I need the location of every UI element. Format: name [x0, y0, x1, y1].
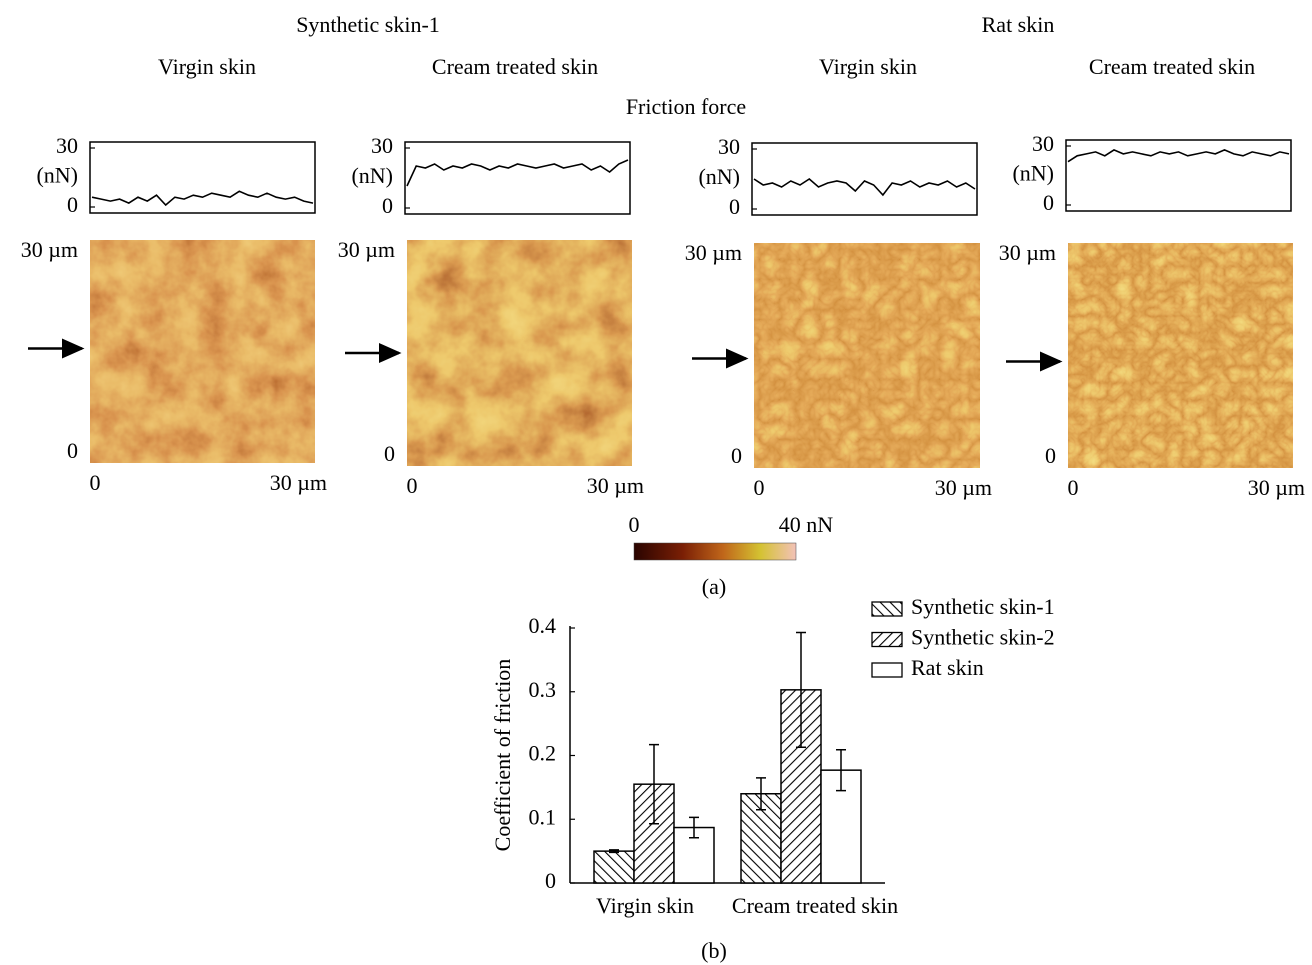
y-tick-label: 0	[729, 194, 740, 219]
friction-trace	[753, 178, 976, 197]
y-tick-label: 0.2	[529, 741, 557, 766]
trace-frame	[751, 142, 978, 216]
colorbar-label: 0	[629, 512, 640, 537]
afm-image	[754, 243, 980, 468]
legend-swatch	[871, 662, 903, 678]
legend-label: Synthetic skin-1	[911, 594, 1055, 619]
trace-frame	[404, 141, 631, 215]
legend-swatch	[871, 601, 903, 617]
y-tick-label: 0.3	[529, 677, 557, 702]
error-bar	[836, 749, 846, 792]
afm-image	[407, 240, 632, 466]
x-tick-label: 30 µm	[935, 475, 992, 500]
x-tick-label: 0	[1068, 475, 1079, 500]
y-axis-label: (nN)	[698, 164, 740, 189]
y-tick-label: 30 µm	[338, 237, 395, 262]
panel-title: Cream treated skin	[432, 54, 598, 79]
y-tick-label: 0	[1045, 443, 1056, 468]
part-label: (b)	[701, 938, 727, 963]
x-tick-label: Virgin skin	[596, 893, 694, 918]
x-tick-label: 0	[90, 470, 101, 495]
error-bar	[756, 777, 766, 811]
bar	[593, 850, 635, 884]
trace-frame	[89, 141, 316, 214]
x-tick-label: 0	[754, 475, 765, 500]
trace-frame	[1065, 139, 1292, 212]
error-bar	[689, 816, 699, 839]
panel-title: Virgin skin	[819, 54, 917, 79]
x-tick-label: 30 µm	[587, 473, 644, 498]
colorbar	[633, 542, 797, 561]
legend-swatch	[871, 631, 903, 648]
x-tick-label: 30 µm	[270, 470, 327, 495]
legend-label: Rat skin	[911, 655, 984, 680]
y-tick-label: 30 µm	[21, 237, 78, 262]
y-tick-label: 30	[718, 134, 740, 159]
y-tick-label: 0	[382, 193, 393, 218]
afm-image	[90, 240, 315, 463]
panel-title: Cream treated skin	[1089, 54, 1255, 79]
y-tick-label: 0.4	[529, 613, 557, 638]
panel-title: Virgin skin	[158, 54, 256, 79]
y-tick-label: 30 µm	[999, 240, 1056, 265]
y-axis-label: (nN)	[1012, 161, 1054, 186]
y-axis-label: (nN)	[36, 163, 78, 188]
error-bar	[796, 631, 806, 748]
y-tick-label: 0	[67, 438, 78, 463]
section-title: Friction force	[626, 94, 746, 119]
y-axis-label: (nN)	[351, 163, 393, 188]
y-tick-label: 0	[67, 192, 78, 217]
error-bar	[609, 849, 619, 854]
group-title: Rat skin	[982, 12, 1055, 37]
x-tick-label: 0	[407, 473, 418, 498]
x-tick-label: 30 µm	[1248, 475, 1305, 500]
y-tick-label: 0.1	[529, 804, 557, 829]
y-tick-label: 30	[1032, 131, 1054, 156]
y-tick-label: 30	[56, 133, 78, 158]
colorbar-label: 40 nN	[779, 512, 834, 537]
friction-trace	[1067, 148, 1290, 163]
afm-image	[1068, 243, 1293, 468]
y-tick-label: 30 µm	[685, 240, 742, 265]
x-tick-label: Cream treated skin	[732, 893, 898, 918]
y-tick-label: 0	[384, 441, 395, 466]
error-bar	[649, 743, 659, 825]
legend-label: Synthetic skin-2	[911, 625, 1055, 650]
friction-trace	[91, 190, 314, 207]
friction-trace	[406, 159, 629, 187]
y-tick-label: 0	[731, 443, 742, 468]
part-label: (a)	[702, 574, 726, 599]
y-axis-label: Coefficient of friction	[490, 659, 515, 852]
y-tick-label: 30	[371, 133, 393, 158]
group-title: Synthetic skin-1	[296, 12, 440, 37]
y-tick-label: 0	[1043, 190, 1054, 215]
y-tick-label: 0	[545, 868, 556, 893]
